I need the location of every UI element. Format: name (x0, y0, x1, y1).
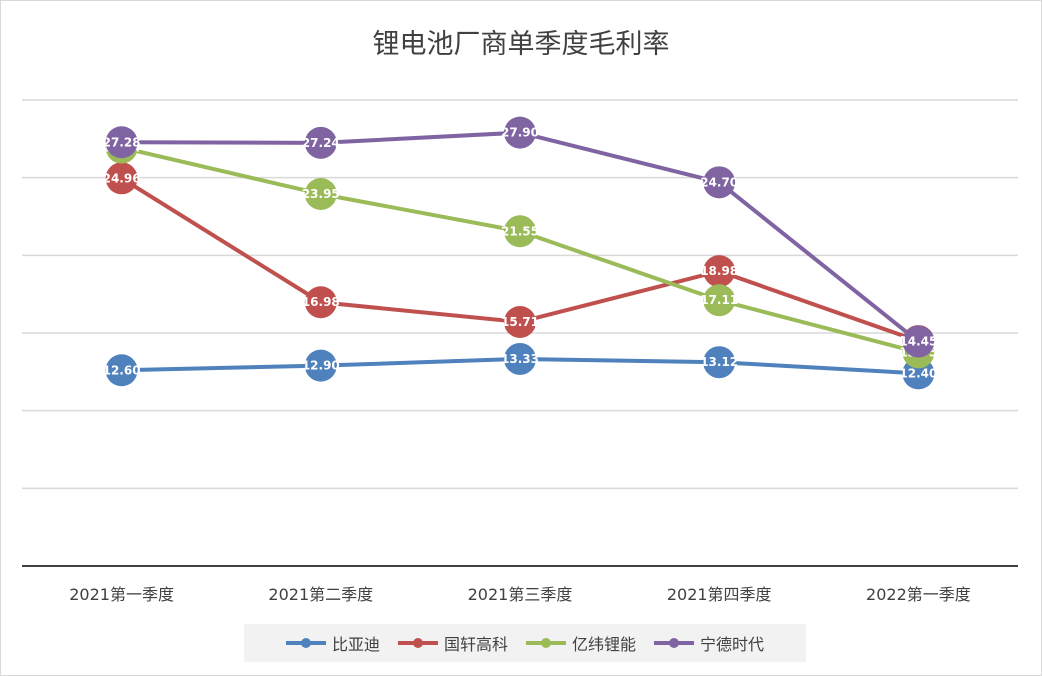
data-label: 16.98 (302, 295, 340, 309)
data-point: 14.45 (899, 325, 937, 358)
point-marker (902, 325, 935, 358)
data-label: 14.45 (899, 335, 937, 349)
x-tick-label: 2021第三季度 (468, 585, 573, 604)
x-tick-label: 2022第一季度 (866, 585, 971, 604)
x-axis-ticks: 2021第一季度 2021第二季度 2021第三季度 2021第四季度 2022第一季度 (69, 585, 971, 604)
point-marker (703, 346, 736, 379)
legend-swatch (654, 638, 695, 648)
legend-item: 亿纬锂能 (526, 631, 636, 655)
point-marker (504, 116, 536, 149)
legend-swatch (397, 638, 438, 648)
data-label: 17.11 (700, 293, 738, 307)
point-marker (304, 126, 337, 159)
data-point: 18.98 (700, 255, 738, 288)
point-marker (703, 284, 736, 317)
data-point: 23.95 (302, 177, 340, 210)
data-label: 13.33 (501, 352, 539, 366)
legend-item: 国轩高科 (397, 631, 508, 655)
data-point: 15.71 (501, 305, 539, 338)
point-marker (304, 177, 337, 210)
legend-swatch (526, 638, 566, 648)
legend-label: 宁德时代 (700, 635, 765, 654)
point-marker (304, 286, 337, 319)
legend-swatch-marker (541, 638, 551, 648)
point-marker (504, 342, 536, 375)
data-label: 18.98 (700, 264, 738, 278)
data-point: 13.33 (501, 342, 539, 375)
data-point: 24.70 (700, 166, 738, 199)
data-point: 27.90 (501, 116, 539, 149)
legend-item: 比亚迪 (285, 631, 380, 655)
data-label: 27.90 (501, 126, 539, 140)
x-tick-label: 2021第四季度 (667, 585, 772, 604)
data-label: 12.60 (103, 363, 141, 377)
data-point: 24.96 (103, 162, 141, 195)
data-label: 23.95 (302, 187, 340, 201)
data-label: 13.12 (700, 355, 738, 369)
legend-item: 宁德时代 (654, 631, 764, 655)
data-point: 27.24 (302, 126, 340, 159)
data-label: 24.70 (700, 175, 738, 189)
data-label: 27.28 (103, 135, 141, 149)
data-label: 27.24 (302, 136, 340, 150)
data-label: 15.71 (501, 315, 539, 329)
point-marker (105, 162, 138, 195)
legend-swatch-marker (669, 638, 680, 648)
point-marker (504, 215, 536, 248)
data-label: 21.55 (501, 224, 539, 238)
point-marker (703, 255, 736, 288)
data-point: 12.90 (302, 349, 340, 382)
legend-label: 亿纬锂能 (572, 635, 637, 654)
data-label: 12.90 (302, 359, 340, 373)
point-marker (504, 305, 536, 338)
point-marker (105, 354, 138, 387)
series-points: 12.60 12.90 13.33 13.12 12.40 24.96 16.98 15.71… (103, 116, 937, 390)
legend: 比亚迪 国轩高科 亿纬锂能 宁德时代 (244, 624, 806, 662)
legend-swatch-marker (412, 638, 423, 648)
data-point: 13.12 (700, 346, 738, 379)
data-point: 16.98 (302, 286, 340, 319)
legend-label: 国轩高科 (443, 635, 508, 654)
legend-swatch-marker (300, 638, 311, 648)
data-label: 24.96 (103, 171, 141, 185)
data-point: 17.11 (700, 284, 738, 317)
point-marker (105, 126, 138, 159)
data-label: 12.40 (899, 366, 937, 380)
data-point: 27.28 (103, 126, 141, 159)
point-marker (304, 349, 337, 382)
chart-title: 锂电池厂商单季度毛利率 (372, 29, 670, 60)
x-tick-label: 2021第二季度 (268, 585, 373, 604)
data-point: 21.55 (501, 215, 539, 248)
legend-swatch (285, 638, 326, 648)
point-marker (703, 166, 736, 199)
x-tick-label: 2021第一季度 (69, 585, 174, 604)
data-point: 12.60 (103, 354, 141, 387)
legend-label: 比亚迪 (331, 635, 380, 654)
